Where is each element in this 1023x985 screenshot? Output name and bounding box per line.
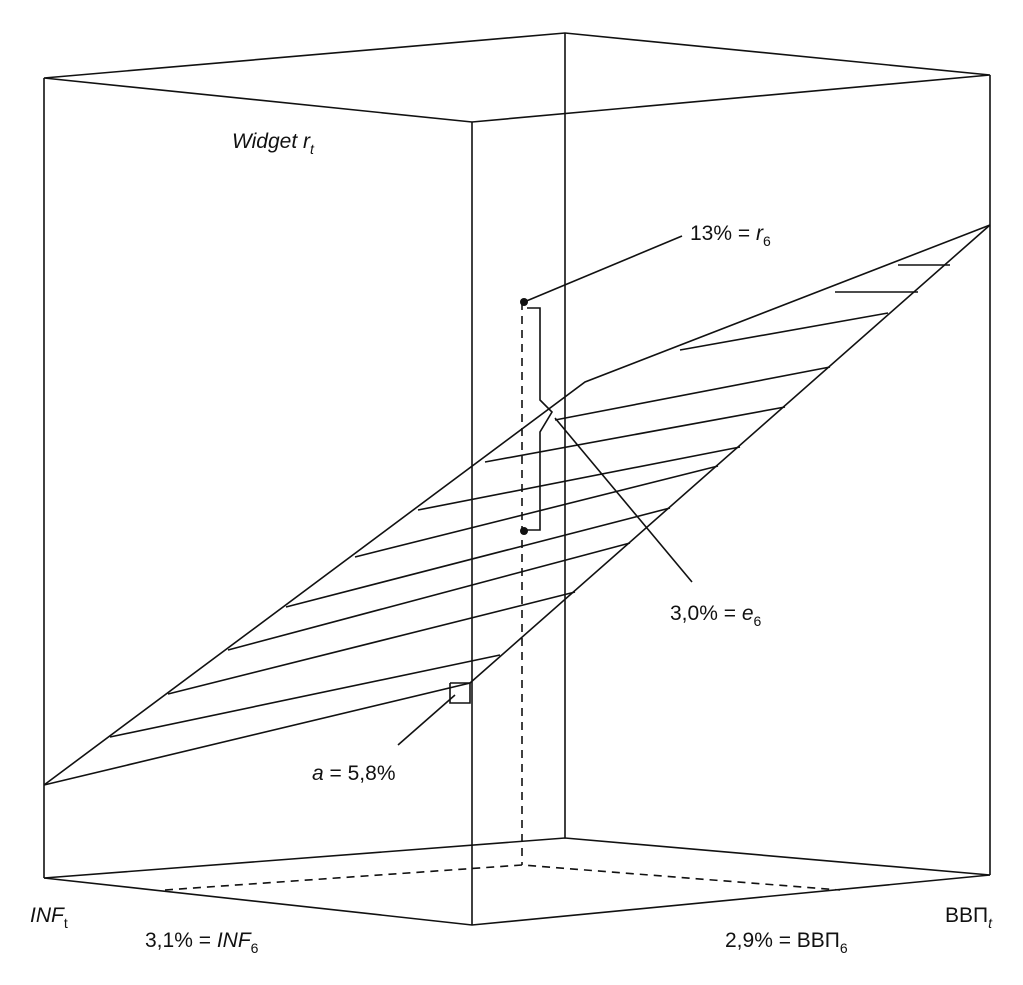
label-part: Widget r (232, 130, 311, 153)
label-part: 6 (763, 233, 771, 249)
projection (164, 235, 841, 891)
label-part: INF (30, 904, 65, 927)
a-label: a = 5,8% (312, 762, 396, 785)
plane (43, 224, 991, 786)
label-part: 6 (754, 613, 762, 629)
label-part: t (310, 141, 315, 157)
label-part: t (64, 915, 68, 931)
e6-label: 3,0% = e6 (670, 602, 762, 629)
vertical-axis-label: Widget rt (232, 130, 315, 157)
label-part: = 5,8% (324, 762, 396, 785)
r6-label: 13% = r6 (690, 222, 771, 249)
label-part: 13% = (690, 222, 756, 245)
label-part: 2,9% = ВВП (725, 929, 840, 952)
box (43, 32, 991, 926)
label-part: t (988, 915, 993, 931)
label-part: 6 (251, 940, 259, 956)
label-part: ВВП (945, 904, 988, 927)
point-fit (520, 527, 528, 535)
inf6-label: 3,1% = INF6 (145, 929, 259, 956)
label-part: a (312, 762, 324, 785)
gdp6-label: 2,9% = ВВП6 (725, 929, 848, 956)
label-part: e (742, 602, 754, 625)
label-part: INF (217, 929, 252, 952)
label-part: 6 (840, 940, 848, 956)
label-part: 3,0% = (670, 602, 742, 625)
label-part: 3,1% = (145, 929, 217, 952)
right-axis-label: ВВПt (945, 904, 993, 931)
label-part: r (756, 222, 764, 245)
left-axis-label: INFt (30, 904, 68, 931)
